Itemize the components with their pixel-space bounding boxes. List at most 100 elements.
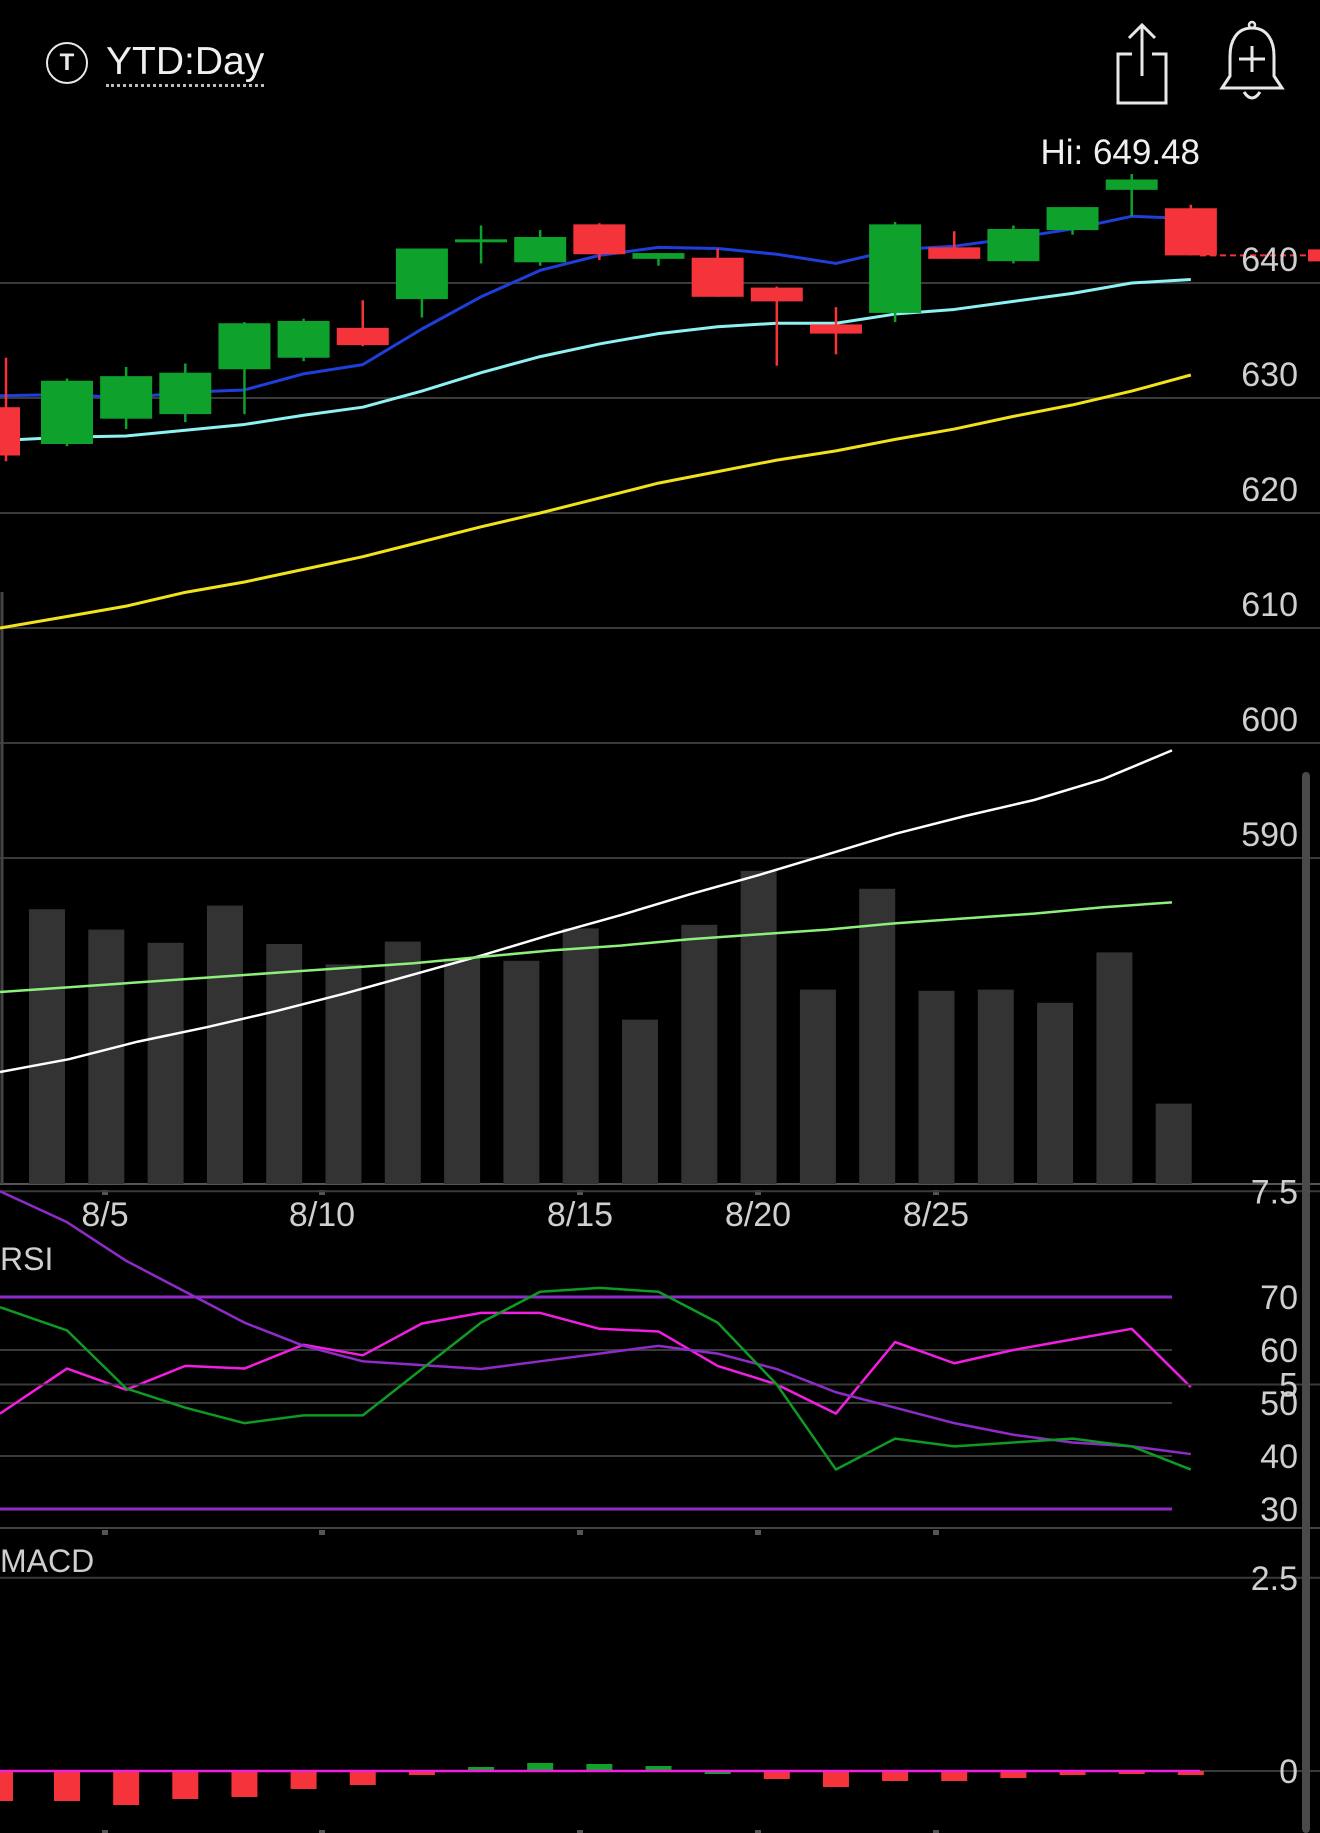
volume-bar [503,960,540,1184]
x-tick-label: 8/10 [289,1196,355,1234]
x-tick-mark [577,1530,583,1535]
candle-body [809,324,862,334]
macd-tick-label: 7.5 [1251,1173,1298,1211]
macd-panel: MACD 7.5 5 2.5 0 [0,1173,1320,1805]
macd-histogram-bar [704,1771,731,1774]
candle-body [1046,207,1099,231]
volume-bar [740,870,777,1184]
macd-histogram-bar [1177,1771,1204,1775]
rsi-tick-label: 70 [1260,1279,1298,1317]
bell-plus-icon[interactable] [1216,20,1288,106]
macd-signal-line [0,1286,1192,1471]
volume-bar [799,989,836,1184]
candle-body [218,323,271,370]
volume-bars [29,870,1192,1184]
macd-histogram-bar [408,1771,435,1775]
macd-histogram-bar [172,1771,199,1799]
candle-body [41,380,93,444]
x-tick-mark [577,1830,583,1833]
volume-bar [206,905,243,1184]
candle-body [750,287,803,302]
candle-body [987,228,1040,262]
volume-bar [29,909,65,1184]
macd-histogram-bar [349,1771,376,1785]
x-tick-mark [933,1830,939,1833]
volume-bar [918,990,955,1184]
macd-histogram-bar [54,1771,80,1801]
volume-moving-averages [0,749,1173,1074]
x-tick-mark [933,1190,939,1195]
x-tick-label: 8/20 [725,1196,791,1234]
candle-body [159,372,212,415]
rsi-panel: RSI 70 60 50 40 30 [0,1241,1320,1529]
price-tick-label: 620 [1241,471,1298,509]
ma-mid-line [0,278,1191,443]
rsi-title: RSI [0,1241,53,1277]
macd-histogram-bar [941,1771,968,1781]
x-tick-label: 8/15 [547,1196,613,1234]
candle-body [455,239,508,243]
price-tick-label: 630 [1241,356,1298,394]
candle-body [0,407,20,456]
candle-body [514,237,567,263]
price-tick-label: 600 [1241,701,1298,739]
macd-histogram-bar [645,1766,672,1771]
rsi-tick-label: 40 [1260,1438,1298,1476]
macd-histogram-bar [1059,1771,1086,1775]
rsi-tick-label: 30 [1260,1491,1298,1529]
macd-histogram-bar [1118,1771,1145,1774]
candle-body [573,224,626,255]
share-icon[interactable] [1108,20,1174,106]
volume-bar [562,928,599,1184]
macd-tick-label: 2.5 [1251,1560,1298,1598]
macd-title: MACD [0,1543,94,1579]
x-tick-label: 8/25 [903,1196,969,1234]
macd-histogram-bar [231,1771,258,1797]
hi-label: Hi: 649.48 [1040,133,1200,172]
volume-ma-green-line [0,901,1173,994]
x-tick-mark [319,1830,325,1833]
macd-histogram-bar [113,1771,140,1805]
ticker-circle-icon: T [46,42,88,84]
macd-histogram-bar [290,1771,317,1789]
candle-body [928,247,981,259]
volume-bar [266,944,303,1184]
price-tick-label: 610 [1241,586,1298,624]
volume-bar [1037,1002,1074,1184]
rsi-line [0,1311,1192,1415]
price-tick-label: 640 [1241,241,1298,279]
rsi-tick-label: 60 [1260,1332,1298,1370]
x-tick-mark [933,1530,939,1535]
scrollbar[interactable] [1302,772,1310,1833]
candle-body [691,257,744,297]
x-tick-mark [577,1190,583,1195]
axis-labels: 640 630 620 610 600 590 8/5 8/10 8/15 8/20 8/25 [81,241,1298,1234]
candle-body [395,248,448,300]
macd-histogram-bar [468,1767,495,1771]
volume-bar [88,929,125,1184]
ma-slow-line [0,373,1192,630]
macd-histogram-bar [1000,1771,1027,1778]
x-tick-mark [755,1830,761,1833]
candle-body [869,224,922,313]
rsi-tick-label: 50 [1260,1385,1298,1423]
macd-line [0,1190,1192,1456]
candle-body [632,253,685,259]
ticker-icon-glyph: T [59,49,75,76]
x-tick-mark [319,1190,325,1195]
x-tick-mark [755,1190,761,1195]
chart-header: T YTD:Day [0,0,1320,130]
volume-bar [444,958,481,1184]
x-tick-label: 8/5 [81,1196,128,1234]
macd-histogram-bar [586,1764,613,1771]
macd-histogram-bar [763,1771,790,1779]
price-tick-label: 590 [1241,816,1298,854]
candle-body [1105,179,1158,190]
x-tick-mark [755,1530,761,1535]
volume-bar [681,924,718,1184]
volume-bar [859,888,896,1184]
period-selector[interactable]: T YTD:Day [46,38,265,88]
candlesticks [0,173,1320,462]
macd-histogram-bar [822,1771,849,1787]
